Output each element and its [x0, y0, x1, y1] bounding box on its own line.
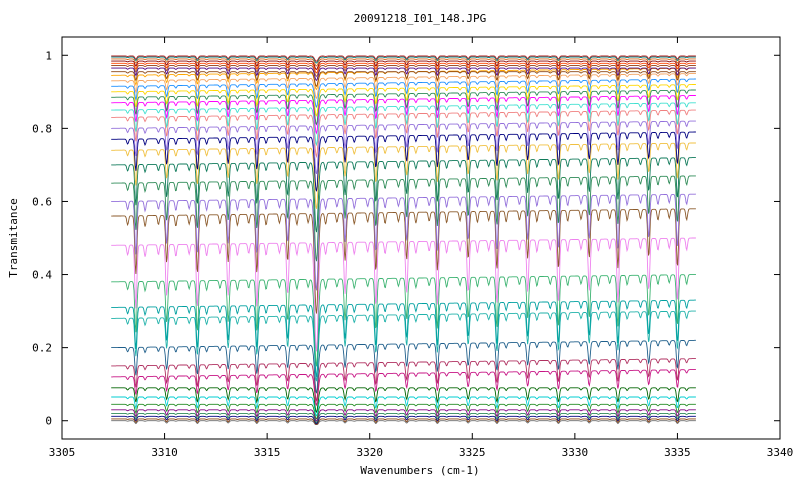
spectrum-series-line	[111, 62, 696, 74]
spectrum-series-line	[111, 299, 696, 377]
spectrum-series-line	[111, 142, 696, 209]
x-tick-label: 3340	[767, 446, 794, 459]
spectrum-series-line	[111, 415, 696, 425]
spectrum-series-line	[111, 358, 696, 403]
spectrum-series-line	[111, 175, 696, 262]
spectrum-series-line	[111, 71, 696, 88]
spectrum-series-line	[111, 193, 696, 291]
spectrum-series-line	[111, 387, 696, 414]
y-axis: 0 0.2 0.4 0.6 0.8 1	[32, 49, 780, 428]
y-tick-label: 0.8	[32, 122, 52, 135]
y-axis-title: Transmitance	[7, 198, 20, 277]
spectrum-series-line	[111, 237, 696, 352]
spectrum-series-line	[111, 420, 696, 425]
x-tick-label: 3320	[356, 446, 383, 459]
spectrum-series-line	[111, 274, 696, 367]
spectrum-series-line	[111, 310, 696, 382]
spectrum-series-line	[111, 369, 696, 407]
x-tick-label: 3310	[151, 446, 178, 459]
spectrum-series-line	[111, 339, 696, 394]
x-tick-label: 3335	[664, 446, 691, 459]
spectrum-series-line	[111, 60, 696, 70]
spectrum-series-line	[111, 89, 696, 126]
spectrum-series-line	[111, 73, 696, 100]
y-tick-label: 0.6	[32, 195, 52, 208]
spectrum-series-line	[111, 56, 696, 64]
spectrum-series-line	[111, 95, 696, 135]
x-tick-label: 3330	[562, 446, 589, 459]
spectrum-series-line	[111, 55, 696, 62]
spectrum-series-line	[111, 412, 696, 424]
spectrum-series-line	[111, 58, 696, 67]
spectrum-series-line	[111, 84, 696, 117]
x-axis: 3305 3310 3315 3320 3325 3330 3335 3340	[49, 37, 794, 459]
spectrum-series-line	[111, 67, 696, 82]
spectrum-series-line	[111, 131, 696, 192]
spectrum-series-line	[111, 120, 696, 175]
spectrum-series-line	[111, 409, 696, 422]
spectrum-series-line	[111, 403, 696, 420]
plot-frame	[61, 36, 781, 440]
spectrum-series-line	[111, 78, 696, 109]
spectrum-series-line	[111, 396, 696, 417]
spectrum-series-line	[111, 157, 696, 233]
y-tick-label: 0.2	[32, 342, 52, 355]
y-tick-label: 0.4	[32, 269, 52, 282]
spectrum-series-line	[111, 102, 696, 147]
x-axis-title: Wavenumbers (cm-1)	[360, 464, 479, 477]
chart-title: 20091218_I01_148.JPG	[354, 12, 486, 25]
spectrum-series-line	[111, 109, 696, 159]
x-tick-label: 3305	[49, 446, 76, 459]
x-tick-label: 3325	[459, 446, 486, 459]
series-layer	[111, 55, 696, 425]
y-tick-label: 1	[45, 49, 52, 62]
spectrum-series-line	[111, 65, 696, 78]
y-tick-label: 0	[45, 415, 52, 428]
spectrum-series-line	[111, 208, 696, 314]
x-tick-label: 3315	[254, 446, 281, 459]
spectrum-series-line	[111, 418, 696, 425]
